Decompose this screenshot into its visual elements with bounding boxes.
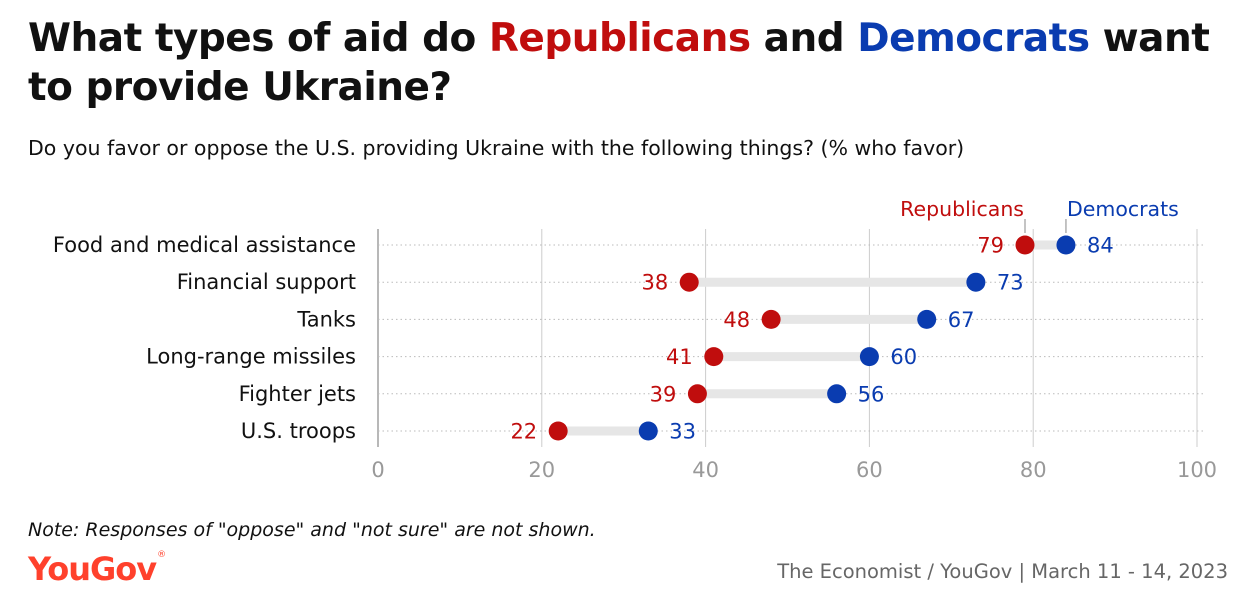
republican-value-label: 38 — [641, 271, 668, 295]
x-tick-label: 40 — [692, 458, 719, 482]
republican-dot — [687, 384, 707, 404]
democrat-value-label: 56 — [858, 382, 885, 406]
republican-value-label: 79 — [977, 234, 1004, 258]
chart-title: What types of aid do Republicans and Dem… — [28, 14, 1228, 112]
category-label: Financial support — [177, 270, 356, 294]
category-label: Tanks — [296, 307, 356, 331]
x-tick-label: 0 — [371, 458, 384, 482]
republican-dot — [548, 421, 568, 441]
democrat-dot — [859, 347, 879, 367]
registered-mark: ® — [157, 550, 166, 560]
x-tick-label: 100 — [1177, 458, 1217, 482]
democrat-dot — [1056, 235, 1076, 255]
republican-dot — [679, 272, 699, 292]
legend-democrats: Democrats — [1067, 197, 1179, 221]
republican-value-label: 41 — [666, 345, 693, 369]
x-tick-label: 20 — [528, 458, 555, 482]
republican-dot — [761, 309, 781, 329]
democrat-dot — [638, 421, 658, 441]
republican-value-label: 22 — [510, 420, 537, 444]
democrat-value-label: 73 — [997, 271, 1024, 295]
title-republicans: Republicans — [488, 16, 751, 61]
title-democrats: Democrats — [857, 16, 1090, 61]
source-line: The Economist / YouGov | March 11 - 14, … — [777, 560, 1228, 583]
democrat-value-label: 84 — [1087, 234, 1114, 258]
democrat-dot — [917, 309, 937, 329]
democrat-value-label: 67 — [948, 308, 975, 332]
category-label: U.S. troops — [241, 419, 356, 443]
chart-subtitle: Do you favor or oppose the U.S. providin… — [28, 136, 965, 160]
democrat-dot — [827, 384, 847, 404]
democrat-value-label: 33 — [669, 420, 696, 444]
republican-dot — [704, 347, 724, 367]
title-part-2: and — [750, 16, 858, 61]
democrat-dot — [966, 272, 986, 292]
brand-name: YouGov — [28, 550, 157, 588]
title-part-1: What types of aid do — [28, 16, 489, 61]
legend-republicans: Republicans — [900, 197, 1024, 221]
category-label: Long-range missiles — [146, 345, 356, 369]
republican-value-label: 48 — [723, 308, 750, 332]
chart-note: Note: Responses of "oppose" and "not sur… — [28, 519, 596, 541]
title-part-3: want to provide Ukraine? — [28, 16, 1210, 110]
x-tick-label: 60 — [856, 458, 883, 482]
republican-value-label: 39 — [650, 382, 677, 406]
x-tick-label: 80 — [1020, 458, 1047, 482]
yougov-logo: YouGov® — [28, 550, 166, 588]
republican-dot — [1015, 235, 1035, 255]
category-label: Fighter jets — [239, 382, 356, 406]
democrat-value-label: 60 — [890, 345, 917, 369]
category-label: Food and medical assistance — [53, 233, 356, 257]
